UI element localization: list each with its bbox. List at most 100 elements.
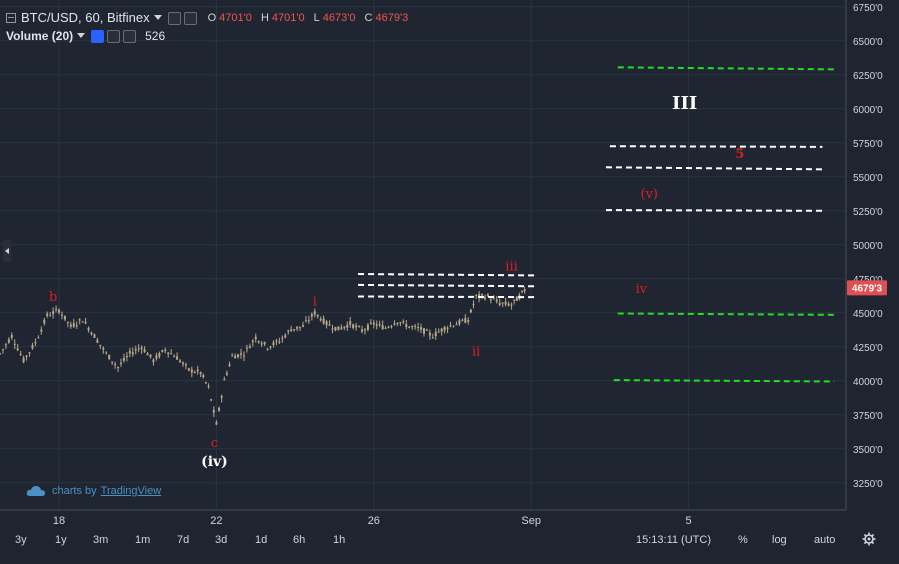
candle-body <box>167 352 170 355</box>
timeframe-7d[interactable]: 7d <box>177 534 190 546</box>
level-layer <box>358 66 835 383</box>
candle-body <box>111 361 114 363</box>
y-tick-label: 3750'0 <box>853 411 883 422</box>
candle-body <box>140 347 143 350</box>
candle-body <box>60 314 63 316</box>
candle-body <box>472 304 475 306</box>
candle-body <box>316 314 319 317</box>
candle-body <box>1 349 4 351</box>
volume-settings-icon[interactable] <box>107 29 121 43</box>
candle-body <box>337 326 340 331</box>
percent-toggle[interactable]: % <box>738 534 748 546</box>
candle-body <box>287 330 290 332</box>
candle-body <box>434 332 437 336</box>
candle-body <box>483 297 486 300</box>
watermark-link[interactable]: TradingView <box>100 485 162 497</box>
candle-body <box>498 302 501 306</box>
symbol-title[interactable]: BTC/USD, 60, Bitfinex <box>21 10 150 25</box>
timeframe-1h[interactable]: 1h <box>333 534 346 546</box>
timeframe-6h[interactable]: 6h <box>293 534 306 546</box>
plot-area[interactable] <box>0 0 846 510</box>
target-level-white <box>358 295 536 299</box>
candle-body <box>40 329 43 332</box>
candle-body <box>187 368 190 371</box>
left-panel-toggle[interactable] <box>3 240 11 262</box>
candle-body <box>266 348 269 350</box>
x-tick-label: Sep <box>521 515 541 527</box>
candle-body <box>325 321 328 326</box>
target-level-green <box>617 66 835 71</box>
auto-toggle[interactable]: auto <box>814 534 836 546</box>
symbol-dropdown-icon[interactable] <box>153 14 162 20</box>
candle-body <box>75 324 78 326</box>
candle-body <box>281 337 284 339</box>
x-tick-label: 5 <box>686 515 692 527</box>
candle-body <box>481 294 484 296</box>
settings-icon[interactable] <box>167 11 181 25</box>
hide-icon[interactable] <box>183 11 197 25</box>
candle-body <box>408 326 411 328</box>
timeframe-1d[interactable]: 1d <box>255 534 268 546</box>
timeframe-3d[interactable]: 3d <box>215 534 228 546</box>
candle-body <box>199 372 202 374</box>
candle-body <box>143 349 146 353</box>
candle-body <box>343 326 346 328</box>
candle-body <box>210 399 213 401</box>
timeframe-3m[interactable]: 3m <box>93 534 109 546</box>
candle-body <box>181 362 184 364</box>
timeframe-3y[interactable]: 3y <box>15 534 27 546</box>
wave-label: (iv) <box>201 454 228 470</box>
candle-body <box>431 337 434 339</box>
collapse-legend-icon[interactable] <box>6 13 16 23</box>
volume-label[interactable]: Volume (20) <box>6 29 74 43</box>
ohlc-low-key: L <box>313 12 320 24</box>
wave-label: ii <box>472 345 480 360</box>
target-level-white <box>609 145 823 148</box>
eye-icon[interactable] <box>91 29 105 43</box>
candle-body <box>319 318 322 321</box>
candle-body <box>102 347 105 350</box>
candle-body <box>134 349 137 351</box>
tradingview-watermark[interactable]: charts by TradingView <box>26 485 161 497</box>
candle-body <box>4 344 7 346</box>
candle-body <box>13 343 16 345</box>
candle-body <box>207 385 210 387</box>
gear-icon[interactable] <box>862 532 876 546</box>
candle-body <box>334 326 337 331</box>
candle-body <box>176 356 179 360</box>
bottom-toolbar: 3y 1y 3m 1m 7d 3d 1d 6h 1h 15:13:11 (UTC… <box>0 528 899 552</box>
candle-body <box>25 355 28 357</box>
timeframe-1m[interactable]: 1m <box>135 534 151 546</box>
wave-label: iv <box>636 282 648 297</box>
candle-body <box>251 340 254 343</box>
utc-clock[interactable]: 15:13:11 (UTC) <box>636 534 711 546</box>
candle-body <box>164 349 167 351</box>
wave-label: (v) <box>641 187 659 202</box>
ohlc-readout: O 4701'0 H 4701'0 L 4673'0 C 4679'3 <box>208 10 415 26</box>
candle-body <box>515 296 518 301</box>
target-level-white <box>358 283 536 288</box>
volume-remove-icon[interactable] <box>123 29 137 43</box>
timeframe-1y[interactable]: 1y <box>55 534 67 546</box>
candle-body <box>228 364 231 366</box>
candle-body <box>478 294 481 298</box>
y-tick-label: 4500'0 <box>853 309 883 320</box>
x-tick-label: 26 <box>368 515 380 527</box>
candle-body <box>220 396 223 398</box>
candle-body <box>495 299 498 302</box>
log-toggle[interactable]: log <box>772 534 787 546</box>
candle-body <box>117 367 120 369</box>
candle-body <box>455 324 458 326</box>
candle-body <box>46 313 49 316</box>
candle-body <box>378 323 381 325</box>
candle-body <box>19 354 22 356</box>
candle-body <box>504 301 507 305</box>
volume-dropdown-icon[interactable] <box>77 32 86 38</box>
candle-body <box>43 319 46 324</box>
candle-body <box>346 324 349 328</box>
candle-body <box>245 347 248 349</box>
candle-body <box>237 354 240 358</box>
grid-layer <box>0 0 846 510</box>
candle-body <box>387 326 390 328</box>
